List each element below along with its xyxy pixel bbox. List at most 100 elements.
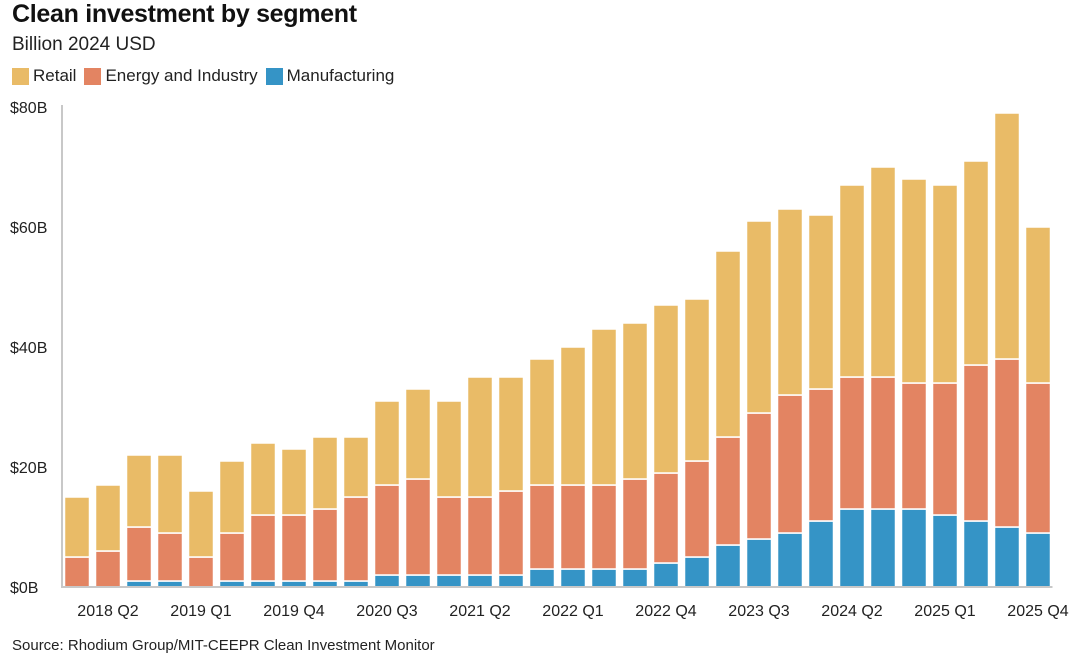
bar-manufacturing-2024-q1	[807, 520, 835, 588]
bar-manufacturing-2024-q3	[869, 508, 897, 588]
bar-energy-and-industry-2023-q4	[776, 394, 804, 534]
legend-item-retail: Retail	[12, 66, 76, 86]
bar-manufacturing-2021-q1	[435, 574, 463, 588]
bar-manufacturing-2022-q2	[590, 568, 618, 588]
chart-subtitle: Billion 2024 USD	[12, 34, 156, 55]
bar-energy-and-industry-2019-q3	[249, 514, 277, 582]
bar-manufacturing-2022-q4	[652, 562, 680, 588]
chart-title: Clean investment by segment	[12, 0, 357, 28]
x-tick-label: 2025 Q1	[914, 603, 975, 620]
bar-retail-2018-q2	[94, 484, 122, 552]
bar-energy-and-industry-2024-q3	[869, 376, 897, 510]
x-tick-label: 2025 Q4	[1007, 603, 1068, 620]
bar-retail-2021-q3	[497, 376, 525, 492]
bar-energy-and-industry-2025-q3	[993, 358, 1021, 528]
bar-retail-2024-q1	[807, 214, 835, 390]
x-tick-label: 2022 Q4	[635, 603, 696, 620]
x-tick-label: 2019 Q4	[263, 603, 324, 620]
x-axis-ticks: 2018 Q2 2019 Q1 2019 Q4 2020 Q3 2021 Q2 2022 …	[77, 603, 1068, 620]
bar-retail-2018-q3	[125, 454, 153, 528]
legend: Retail Energy and Industry Manufacturing	[12, 66, 402, 86]
bar-retail-2020-q2	[342, 436, 370, 498]
bar-retail-2020-q4	[404, 388, 432, 480]
bar-manufacturing-2025-q1	[931, 514, 959, 588]
y-tick-label: $0B	[10, 580, 38, 597]
bar-energy-and-industry-2022-q4	[652, 472, 680, 564]
bar-retail-2022-q4	[652, 304, 680, 474]
bar-energy-and-industry-2018-q2	[94, 550, 122, 588]
bar-energy-and-industry-2021-q2	[466, 496, 494, 576]
bar-retail-2020-q1	[311, 436, 339, 510]
bar-manufacturing-2020-q4	[404, 574, 432, 588]
x-tick-label: 2019 Q1	[170, 603, 231, 620]
bar-retail-2022-q3	[621, 322, 649, 480]
bar-energy-and-industry-2024-q2	[838, 376, 866, 510]
bar-retail-2022-q2	[590, 328, 618, 486]
bar-energy-and-industry-2021-q3	[497, 490, 525, 576]
bar-energy-and-industry-2021-q4	[528, 484, 556, 570]
bar-energy-and-industry-2021-q1	[435, 496, 463, 576]
x-tick-label: 2018 Q2	[77, 603, 138, 620]
bar-energy-and-industry-2020-q1	[311, 508, 339, 582]
legend-swatch-retail	[12, 67, 29, 85]
bar-retail-2025-q4	[1024, 226, 1052, 384]
legend-item-energy-and-industry: Energy and Industry	[84, 66, 258, 86]
bar-retail-2022-q1	[559, 346, 587, 486]
bar-energy-and-industry-2022-q3	[621, 478, 649, 570]
bar-manufacturing-2025-q4	[1024, 532, 1052, 588]
bar-energy-and-industry-2025-q1	[931, 382, 959, 516]
x-tick-label: 2024 Q2	[821, 603, 882, 620]
legend-label-retail: Retail	[33, 66, 77, 85]
bar-retail-2023-q1	[683, 298, 711, 462]
bar-energy-and-industry-2023-q3	[745, 412, 773, 540]
legend-item-manufacturing: Manufacturing	[265, 66, 395, 86]
bar-retail-2021-q4	[528, 358, 556, 486]
bar-manufacturing-2025-q3	[993, 526, 1021, 588]
bars-group	[63, 112, 1052, 588]
bar-retail-2019-q1	[187, 490, 215, 558]
bar-energy-and-industry-2020-q2	[342, 496, 370, 582]
bar-retail-2019-q4	[280, 448, 308, 516]
bar-retail-2021-q2	[466, 376, 494, 498]
bar-retail-2023-q3	[745, 220, 773, 414]
bar-retail-2021-q1	[435, 400, 463, 498]
bar-energy-and-industry-2023-q1	[683, 460, 711, 558]
bar-manufacturing-2023-q2	[714, 544, 742, 588]
bar-manufacturing-2023-q1	[683, 556, 711, 588]
y-tick-label: $20B	[10, 460, 47, 477]
bar-energy-and-industry-2022-q1	[559, 484, 587, 570]
x-tick-label: 2023 Q3	[728, 603, 789, 620]
bar-energy-and-industry-2020-q4	[404, 478, 432, 576]
x-tick-label: 2020 Q3	[356, 603, 417, 620]
legend-swatch-manufacturing	[265, 67, 283, 85]
bar-retail-2025-q1	[931, 184, 959, 384]
bar-manufacturing-2024-q2	[838, 508, 866, 588]
bar-manufacturing-2023-q3	[745, 538, 773, 588]
bar-retail-2024-q2	[838, 184, 866, 378]
bar-energy-and-industry-2019-q2	[218, 532, 246, 582]
bar-manufacturing-2025-q2	[962, 520, 990, 588]
bar-retail-2024-q4	[900, 178, 928, 384]
bar-retail-2025-q3	[993, 112, 1021, 360]
bar-energy-and-industry-2018-q4	[156, 532, 184, 582]
bar-energy-and-industry-2025-q4	[1024, 382, 1052, 534]
bar-retail-2020-q3	[373, 400, 401, 486]
bar-manufacturing-2022-q1	[559, 568, 587, 588]
bar-energy-and-industry-2023-q2	[714, 436, 742, 546]
bar-energy-and-industry-2018-q1	[63, 556, 91, 588]
bar-energy-and-industry-2019-q1	[187, 556, 215, 588]
bar-energy-and-industry-2020-q3	[373, 484, 401, 576]
x-tick-label: 2022 Q1	[542, 603, 603, 620]
bar-energy-and-industry-2022-q2	[590, 484, 618, 570]
bar-retail-2018-q4	[156, 454, 184, 534]
legend-label-manufacturing: Manufacturing	[286, 66, 395, 85]
bar-energy-and-industry-2025-q2	[962, 364, 990, 522]
bar-energy-and-industry-2024-q4	[900, 382, 928, 510]
x-tick-label: 2021 Q2	[449, 603, 510, 620]
y-tick-label: $80B	[10, 100, 47, 117]
bar-retail-2024-q3	[869, 166, 897, 378]
bar-manufacturing-2020-q3	[373, 574, 401, 588]
y-tick-label: $60B	[10, 220, 47, 237]
bar-manufacturing-2023-q4	[776, 532, 804, 588]
